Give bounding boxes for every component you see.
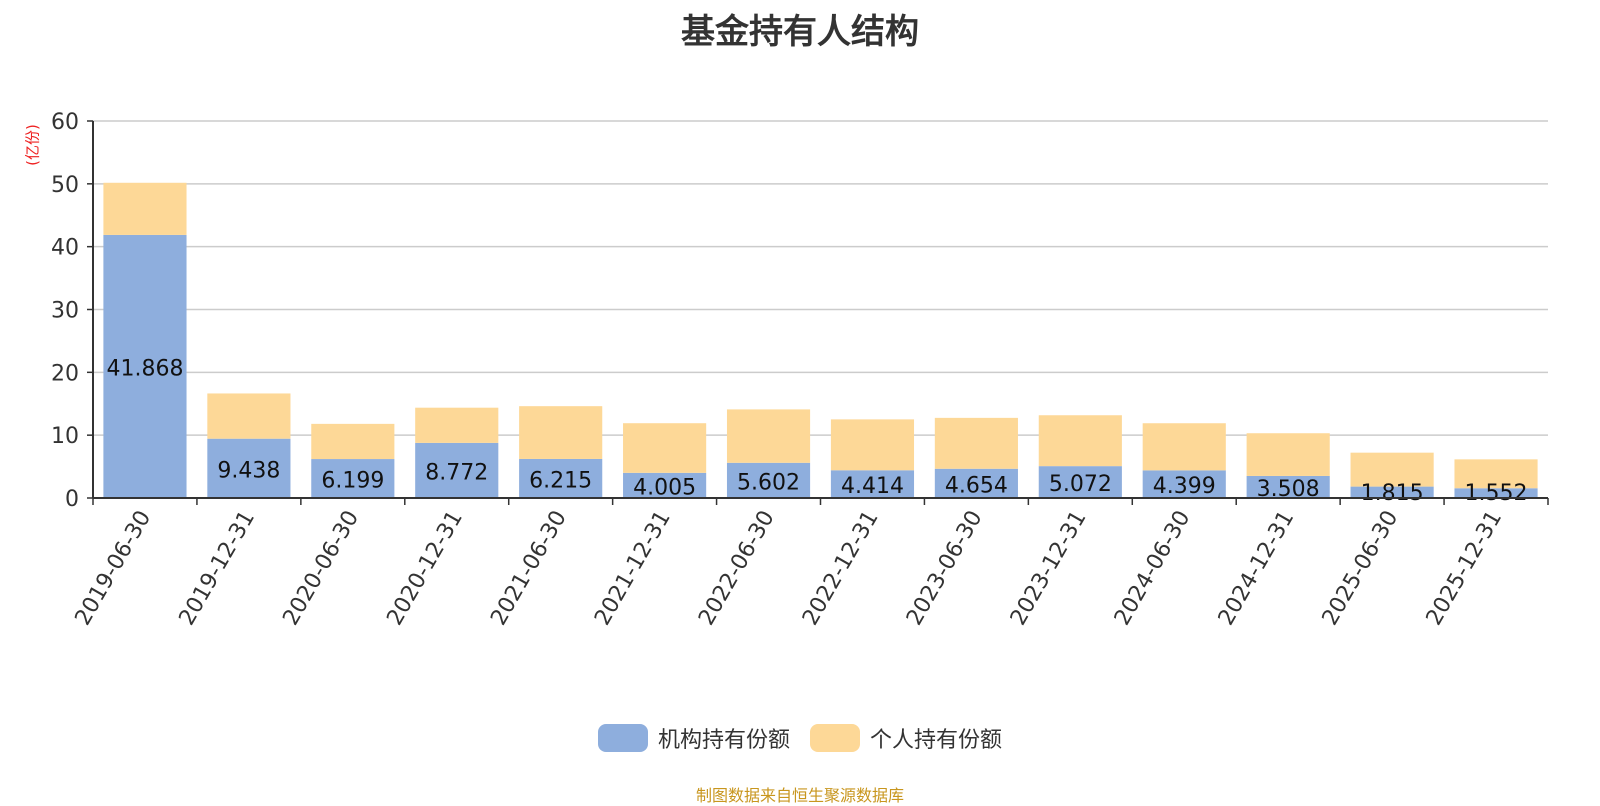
bar-institutional	[519, 458, 603, 498]
bar-institutional	[1350, 486, 1434, 498]
x-tick-label: 2022-12-31	[798, 507, 884, 630]
y-tick-label: 30	[51, 299, 79, 324]
data-label: 5.072	[1049, 472, 1112, 497]
x-tick-label: 2022-06-30	[694, 507, 780, 630]
data-label: 4.414	[841, 474, 904, 499]
bar-individual	[623, 423, 707, 473]
y-tick-label: 40	[51, 236, 79, 261]
bar-individual	[1038, 415, 1122, 467]
chart-title: 基金持有人结构	[681, 12, 919, 52]
x-tick-label: 2020-06-30	[278, 507, 364, 630]
data-label: 4.654	[945, 473, 1008, 498]
x-tick-label: 2024-12-31	[1214, 507, 1300, 630]
bar-individual	[311, 423, 395, 460]
bar-institutional	[1454, 488, 1538, 498]
bar-institutional	[1142, 470, 1226, 498]
legend-label-individual: 个人持有份额	[870, 728, 1003, 753]
x-tick-label: 2019-06-30	[71, 507, 157, 630]
x-tick-label: 2021-12-31	[590, 507, 676, 630]
bar-individual	[830, 419, 915, 471]
legend-swatch-institutional	[597, 724, 648, 752]
x-tick-label: 2021-06-30	[486, 507, 572, 630]
bar-institutional	[830, 470, 915, 498]
bar-individual	[103, 182, 187, 235]
bar-institutional	[311, 459, 395, 498]
bar-individual	[1454, 459, 1538, 489]
bar-institutional	[103, 234, 187, 499]
y-tick-label: 0	[65, 487, 79, 512]
bar-individual	[934, 417, 1018, 469]
x-tick-label: 2023-06-30	[902, 506, 988, 629]
bar-institutional	[934, 468, 1018, 498]
data-label: 5.602	[737, 470, 800, 495]
legend-item-institutional[interactable]: 机构持有份额	[597, 722, 790, 754]
bar-institutional	[415, 442, 499, 498]
x-tick-label: 2024-06-30	[1110, 507, 1196, 630]
data-label: 6.199	[321, 469, 384, 494]
data-label: 1.552	[1465, 481, 1528, 506]
data-source-note: 制图数据来自恒生聚源数据库	[695, 786, 904, 805]
bar-institutional	[1246, 475, 1330, 498]
bar-individual	[207, 393, 291, 439]
x-tick-label: 2025-12-31	[1422, 507, 1508, 630]
bar-individual	[1246, 433, 1330, 476]
legend-item-individual[interactable]: 个人持有份额	[810, 722, 1002, 754]
data-label: 6.215	[529, 468, 592, 493]
y-tick-label: 60	[51, 110, 79, 135]
x-tick-label: 2019-12-31	[175, 507, 261, 630]
data-label: 8.772	[425, 460, 488, 485]
bar-individual	[1142, 423, 1226, 471]
data-label: 4.399	[1153, 474, 1216, 499]
x-tick-label: 2025-06-30	[1318, 507, 1404, 630]
y-tick-label: 50	[51, 173, 79, 198]
bar-individual	[519, 406, 603, 459]
y-tick-label: 10	[51, 424, 79, 449]
legend-swatch-individual	[810, 724, 860, 752]
data-label: 1.815	[1361, 481, 1424, 506]
y-tick-label: 20	[51, 361, 79, 386]
data-label: 9.438	[217, 458, 280, 483]
bar-institutional	[1038, 466, 1122, 498]
legend: 机构持有份额 个人持有份额	[0, 722, 1600, 754]
bar-institutional	[623, 472, 707, 498]
x-tick-label: 2023-12-31	[1006, 507, 1092, 630]
legend-label-institutional: 机构持有份额	[657, 728, 790, 753]
bar-individual	[415, 407, 499, 443]
data-label: 4.005	[633, 475, 696, 500]
bar-individual	[726, 409, 811, 463]
bar-individual	[1350, 452, 1434, 487]
data-label: 41.868	[106, 356, 183, 381]
bar-institutional	[207, 438, 291, 498]
bar-institutional	[726, 462, 811, 498]
x-tick-label: 2020-12-31	[382, 507, 468, 630]
